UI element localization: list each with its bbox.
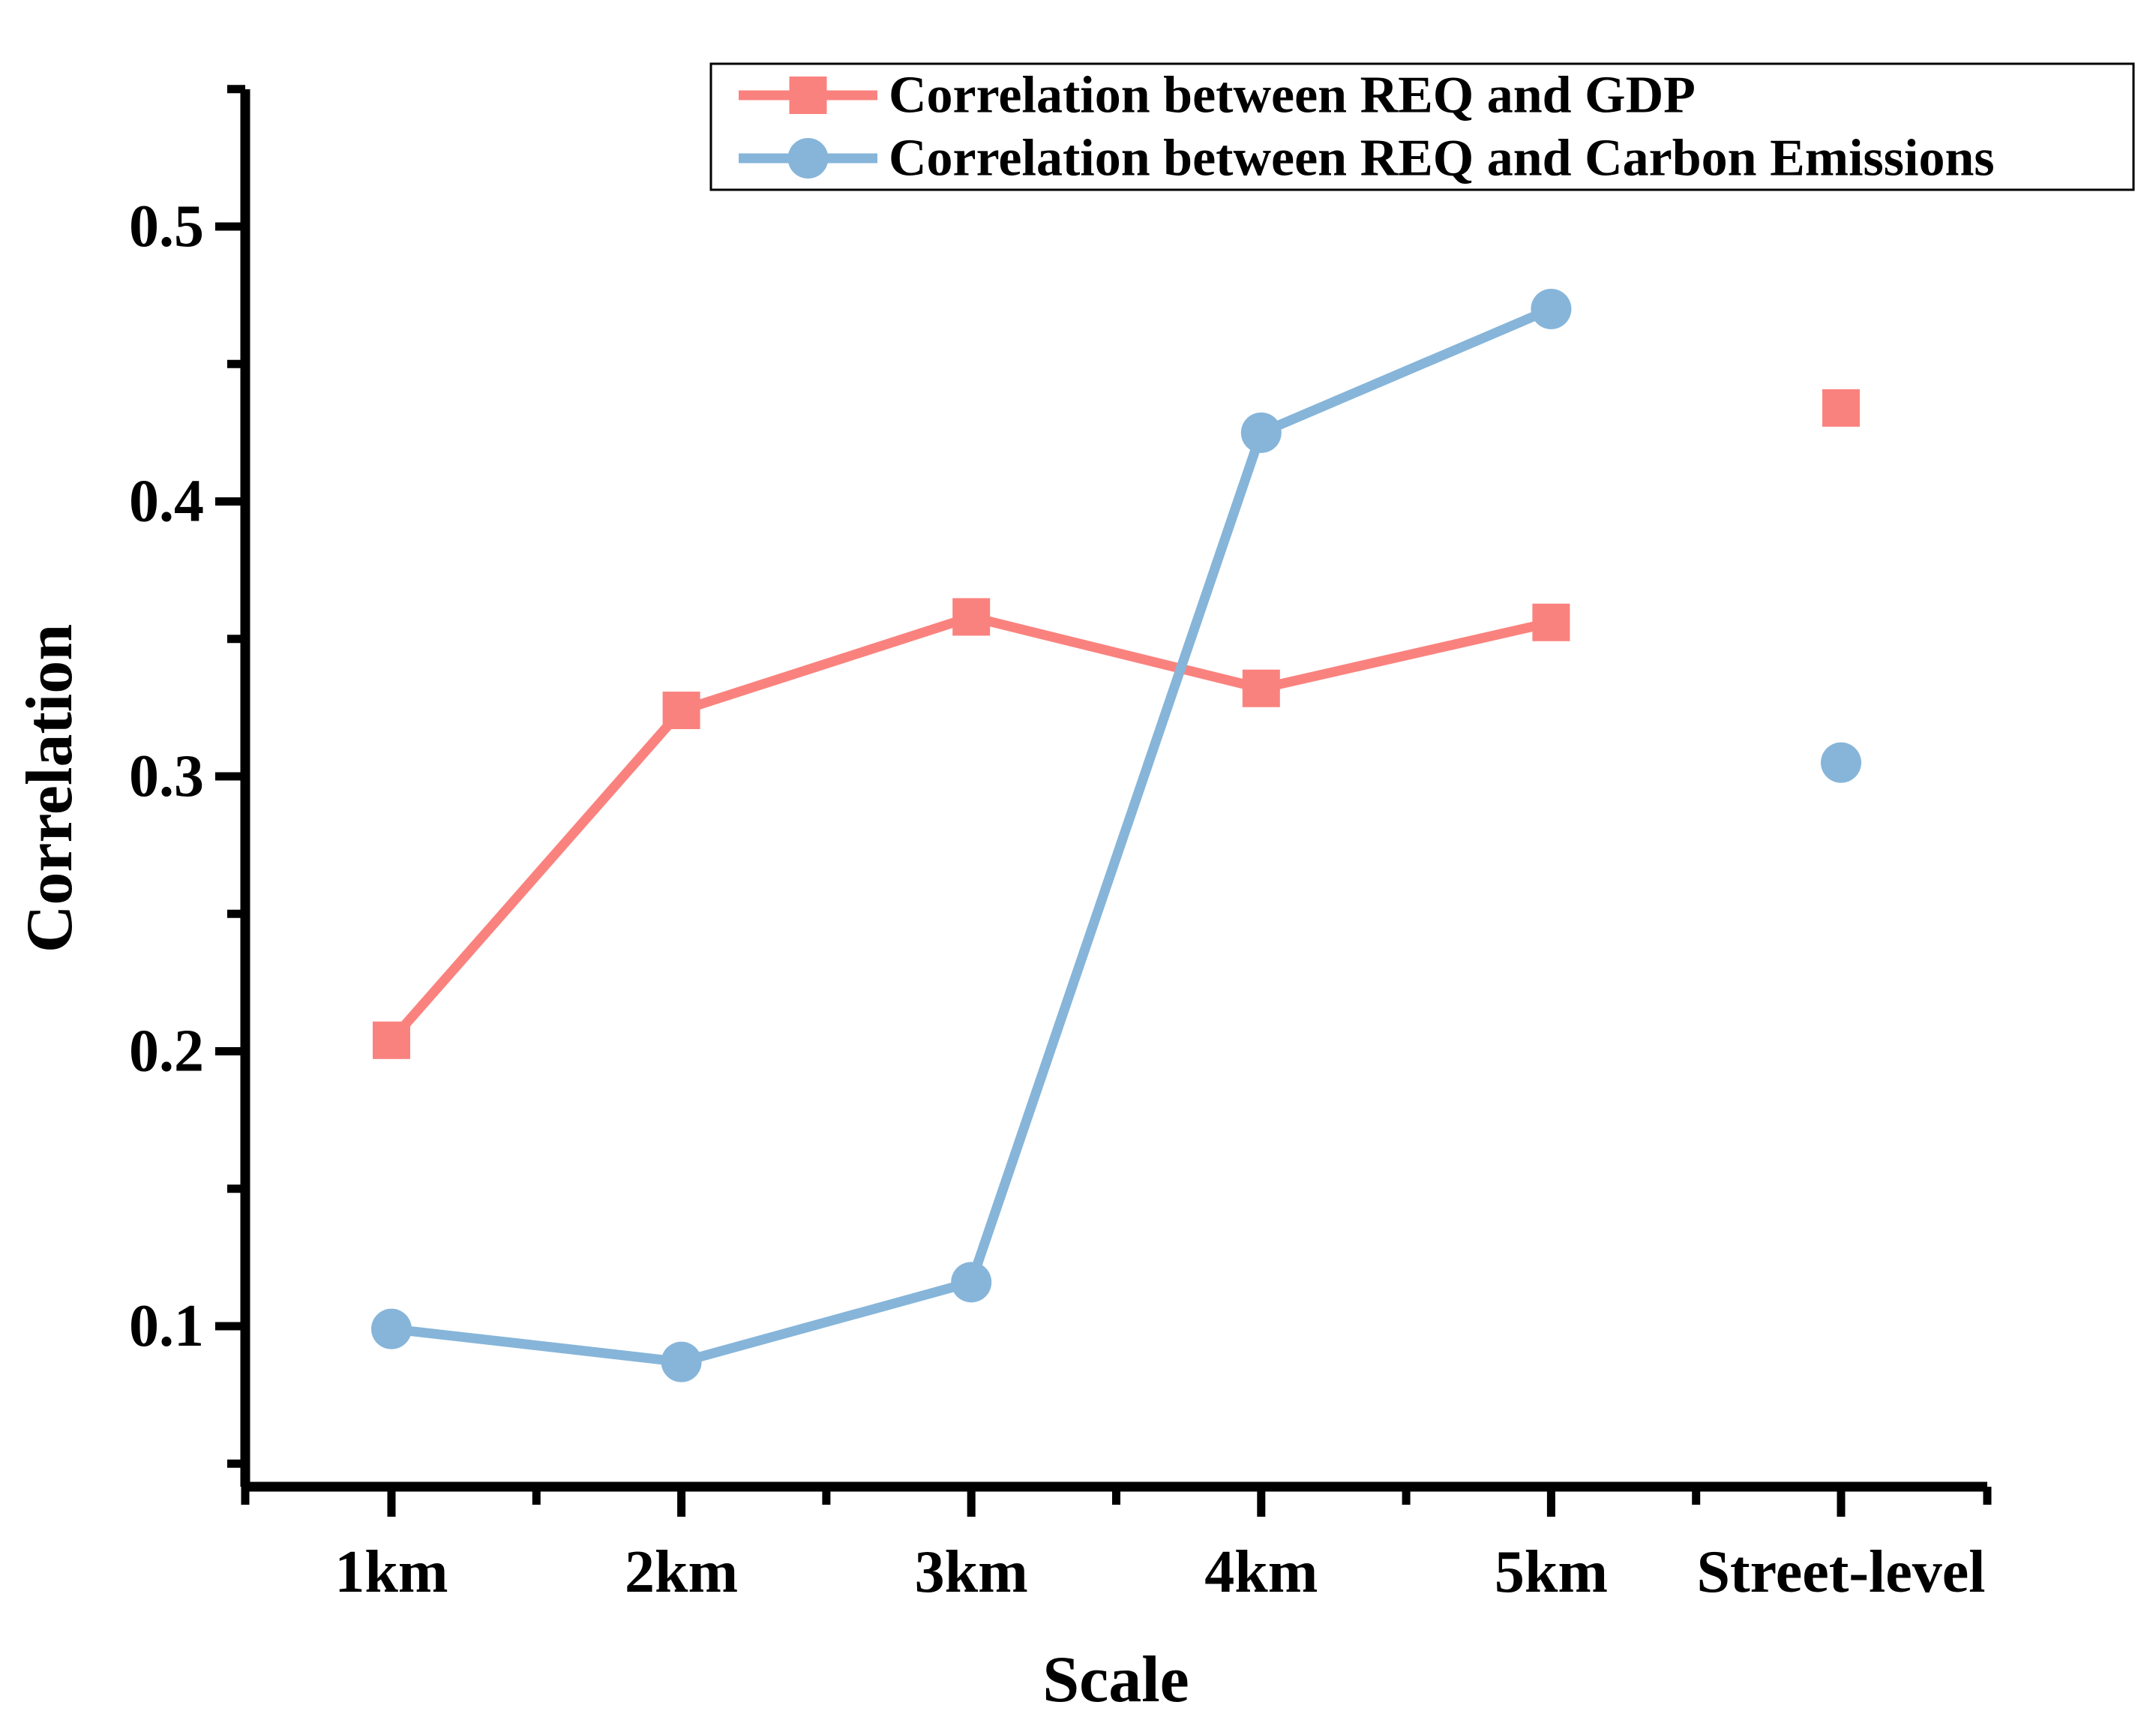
axes-layer: 0.5 0.4 0.3 0.2 0.1 1km 2km 3km 4km 5km Street-lev…	[129, 85, 1992, 1605]
y-tick-label: 0.5	[129, 194, 204, 260]
series-1-point-4km	[1240, 412, 1282, 453]
legend-label: Correlation between REQ and GDP	[889, 67, 1696, 125]
series-1-point-1km	[371, 1308, 412, 1349]
x-axis-title: Scale	[1042, 1643, 1189, 1716]
legend-marker-circle	[787, 138, 829, 179]
series-0-point-4km	[1242, 669, 1280, 707]
x-tick-label: 5km	[1495, 1539, 1608, 1605]
legend-marker-square	[789, 77, 827, 114]
legend-label: Correlation between REQ and Carbon Emiss…	[889, 130, 1995, 188]
series-0-line	[388, 611, 1552, 1044]
x-tick-label: 1km	[334, 1539, 448, 1605]
x-tick-label: 4km	[1204, 1539, 1318, 1605]
x-tick-label: 3km	[915, 1539, 1028, 1605]
series-0-point-5km	[1532, 603, 1570, 641]
series-0-point-2km	[662, 692, 700, 730]
series-1-point-3km	[951, 1262, 992, 1303]
series-0-point-3km	[952, 598, 991, 636]
series-layer	[371, 288, 1861, 1382]
y-tick-label: 0.2	[129, 1019, 204, 1085]
legend: Correlation between REQ and GDPCorrelati…	[709, 62, 2135, 191]
x-tick-label: Street-level	[1697, 1539, 1986, 1605]
legend-item: Correlation between REQ and Carbon Emiss…	[739, 130, 1995, 188]
legend-box	[709, 62, 2135, 191]
x-tick-label: 2km	[625, 1539, 738, 1605]
y-tick-label: 0.4	[129, 469, 204, 535]
y-tick-label: 0.1	[129, 1293, 204, 1359]
series-1-point-5km	[1531, 288, 1572, 329]
series-0-point-Street-level	[1822, 389, 1860, 427]
series-1-point-2km	[661, 1341, 702, 1382]
series-1-point-Street-level	[1821, 742, 1861, 783]
legend-item: Correlation between REQ and GDP	[739, 67, 1696, 125]
series-0-point-1km	[373, 1021, 410, 1059]
y-axis-title: Correlation	[13, 624, 86, 953]
y-tick-label: 0.3	[129, 743, 204, 809]
